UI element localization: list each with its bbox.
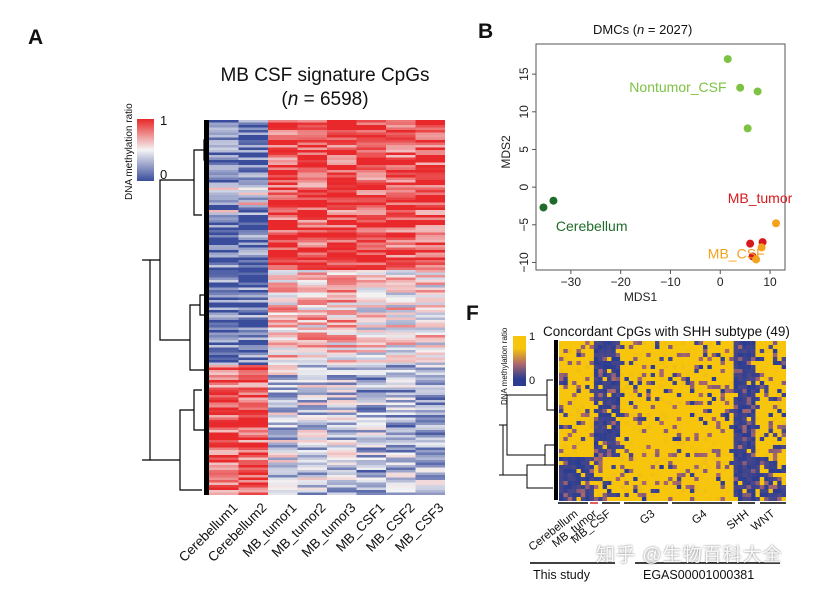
- y-tick-label: 5: [517, 146, 531, 153]
- scatter-point-nontumor-csf: [736, 83, 745, 92]
- y-tick-label: 10: [517, 105, 531, 119]
- y-tick-label: 15: [517, 67, 531, 81]
- panel-f-legend-bar: [513, 336, 526, 386]
- scatter-point-mb-csf: [772, 219, 781, 228]
- panel-a-letter: A: [28, 26, 44, 49]
- panel-f-legend-max: 1: [529, 331, 536, 343]
- panel-b-title-prefix: DMCs (: [593, 22, 638, 37]
- panel-f-heatmap-cells: [559, 341, 786, 501]
- x-tick-label: −20: [610, 275, 631, 289]
- x-tick-label: −30: [561, 275, 582, 289]
- panel-a-legend-bar: [137, 119, 154, 181]
- scatter-point-mb-csf: [757, 243, 766, 252]
- scatter-point-nontumor-csf: [743, 124, 752, 133]
- x-tick-label: 10: [763, 275, 777, 289]
- panel-a-legend-max: 1: [160, 113, 168, 128]
- this-study-label: This study: [533, 568, 590, 582]
- panel-a-legend-min: 0: [160, 167, 168, 182]
- panel-b-scatter-plot: −30 −20 −10 0 10 −10 −5 0 5 10 15 MDS1 MDS2 Nontumor_…: [499, 43, 793, 304]
- watermark-text: 知乎 @生物百科大全: [596, 545, 783, 566]
- panel-f-heatmap: [559, 341, 786, 501]
- y-axis-label: MDS2: [499, 135, 513, 169]
- y-tick-label: −10: [517, 252, 531, 273]
- x-tick-label: 0: [717, 275, 724, 289]
- y-tick-label: 0: [517, 183, 531, 190]
- panel-a-heatmap: [209, 120, 445, 495]
- scatter-point-nontumor-csf: [753, 87, 762, 96]
- panel-b-title-suffix: = 2027): [644, 22, 693, 37]
- panel-f-group-brackets: [558, 502, 786, 504]
- x-axis-label: MDS1: [624, 290, 658, 304]
- legend-label-nontumor-csf: Nontumor_CSF: [629, 79, 726, 95]
- panel-f-cohort-lines: [530, 562, 780, 564]
- panel-b-title: DMCs (n = 2027): [593, 22, 692, 37]
- panel-a-title: MB CSF signature CpGs (n = 6598): [190, 64, 460, 112]
- legend-label-mb-csf: MB_CSF: [708, 246, 765, 262]
- panel-a-title-n: n: [287, 89, 299, 110]
- panel-a-heatmap-cells: [209, 120, 445, 495]
- panel-a-title-n-value: = 6598: [303, 89, 363, 110]
- scatter-point-cerebellum: [539, 203, 548, 212]
- panel-b-plot-frame: [535, 43, 786, 271]
- panel-a-title-line2: (n = 6598): [281, 89, 369, 110]
- panel-a-dendrogram: [142, 120, 210, 495]
- y-tick-label: −5: [517, 218, 531, 232]
- scatter-point-mb-csf: [752, 255, 761, 264]
- panel-b-letter: B: [478, 20, 494, 43]
- panel-a-title-line1: MB CSF signature CpGs: [220, 65, 430, 86]
- scatter-point-mb-tumor: [746, 239, 755, 248]
- panel-f-letter: F: [466, 302, 479, 325]
- panel-a-legend-label: DNA methylation ratio: [124, 103, 135, 200]
- panel-f-dendrogram: [499, 340, 558, 500]
- egas-label: EGAS00001000381: [643, 568, 755, 582]
- scatter-point-nontumor-csf: [723, 55, 732, 64]
- panel-b-title-n: n: [637, 22, 645, 37]
- legend-label-cerebellum: Cerebellum: [556, 218, 628, 234]
- scatter-point-cerebellum: [549, 196, 558, 205]
- x-tick-label: −10: [660, 275, 681, 289]
- legend-label-mb-tumor: MB_tumor: [728, 190, 793, 206]
- panel-f-legend-min: 0: [529, 375, 536, 387]
- panel-f-title: Concordant CpGs with SHH subtype (49): [543, 324, 790, 339]
